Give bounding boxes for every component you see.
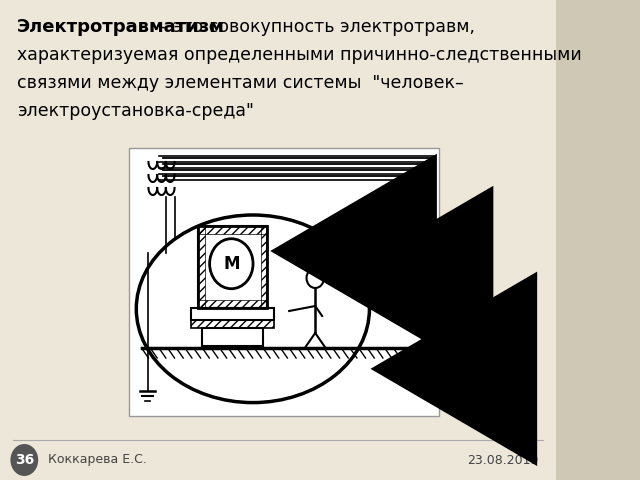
Text: Электротравматизм: Электротравматизм	[17, 18, 225, 36]
Bar	[198, 226, 268, 234]
Text: – это совокупность электротравм,: – это совокупность электротравм,	[153, 18, 475, 36]
Circle shape	[10, 444, 38, 476]
Text: ОБЪЕКТ
ПОРАЖЕНИЯ: ОБЪЕКТ ПОРАЖЕНИЯ	[374, 281, 444, 302]
Text: СРЕДА: СРЕДА	[418, 361, 460, 374]
FancyBboxPatch shape	[0, 0, 559, 480]
Text: ИСТОЧНИК
ПОРАЖЕНИЯ: ИСТОЧНИК ПОРАЖЕНИЯ	[318, 235, 387, 257]
Text: 23.08.2019: 23.08.2019	[467, 454, 538, 467]
Text: электроустановка-среда": электроустановка-среда"	[17, 102, 254, 120]
Bar	[202, 328, 263, 346]
Text: 36: 36	[15, 453, 34, 467]
FancyBboxPatch shape	[129, 148, 440, 416]
Bar	[198, 226, 268, 308]
Text: Коккарева Е.С.: Коккарева Е.С.	[48, 454, 147, 467]
Bar	[191, 320, 275, 328]
Circle shape	[307, 268, 324, 288]
Bar	[198, 226, 268, 308]
Text: характеризуемая определенными причинно-следственными: характеризуемая определенными причинно-с…	[17, 46, 582, 64]
Bar	[198, 226, 268, 308]
Text: М: М	[223, 255, 239, 273]
Text: связями между элементами системы  "человек–: связями между элементами системы "челове…	[17, 74, 464, 92]
Circle shape	[210, 239, 253, 289]
Bar	[198, 300, 268, 308]
Bar	[191, 308, 275, 320]
Bar	[260, 226, 268, 308]
Bar	[198, 226, 205, 308]
